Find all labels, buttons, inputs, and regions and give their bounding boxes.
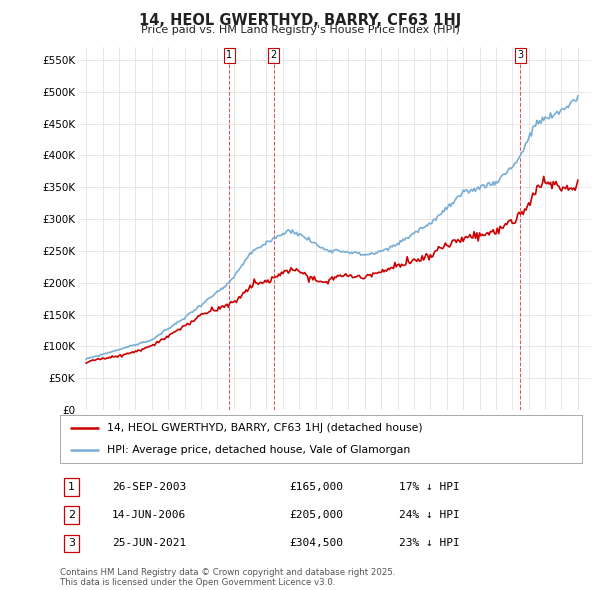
Text: Contains HM Land Registry data © Crown copyright and database right 2025.
This d: Contains HM Land Registry data © Crown c…: [60, 568, 395, 587]
Text: HPI: Average price, detached house, Vale of Glamorgan: HPI: Average price, detached house, Vale…: [107, 445, 410, 455]
Text: 24% ↓ HPI: 24% ↓ HPI: [400, 510, 460, 520]
Text: 23% ↓ HPI: 23% ↓ HPI: [400, 539, 460, 548]
Text: 2: 2: [68, 510, 75, 520]
Text: 14, HEOL GWERTHYD, BARRY, CF63 1HJ: 14, HEOL GWERTHYD, BARRY, CF63 1HJ: [139, 13, 461, 28]
Text: 1: 1: [226, 51, 232, 61]
Text: 3: 3: [517, 51, 523, 61]
Text: £304,500: £304,500: [290, 539, 344, 548]
Text: 2: 2: [271, 51, 277, 61]
Text: 1: 1: [68, 482, 75, 491]
Text: 3: 3: [68, 539, 75, 548]
Text: £165,000: £165,000: [290, 482, 344, 491]
Text: 25-JUN-2021: 25-JUN-2021: [112, 539, 187, 548]
Text: 14-JUN-2006: 14-JUN-2006: [112, 510, 187, 520]
Text: 17% ↓ HPI: 17% ↓ HPI: [400, 482, 460, 491]
Text: 26-SEP-2003: 26-SEP-2003: [112, 482, 187, 491]
Text: 14, HEOL GWERTHYD, BARRY, CF63 1HJ (detached house): 14, HEOL GWERTHYD, BARRY, CF63 1HJ (deta…: [107, 423, 422, 433]
Text: £205,000: £205,000: [290, 510, 344, 520]
Text: Price paid vs. HM Land Registry's House Price Index (HPI): Price paid vs. HM Land Registry's House …: [140, 25, 460, 35]
